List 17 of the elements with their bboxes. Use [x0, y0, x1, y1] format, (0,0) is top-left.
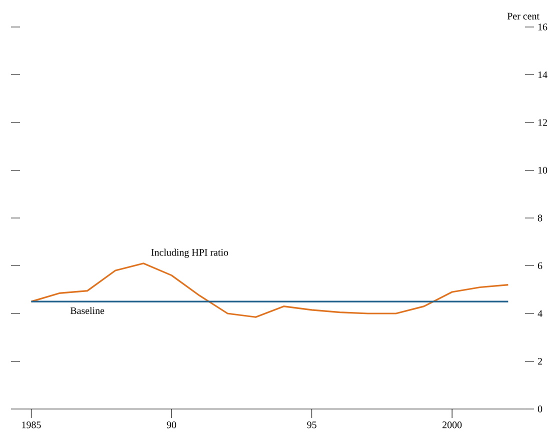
y-tick-label: 10	[538, 167, 548, 174]
y-tick-label: 6	[538, 262, 542, 270]
line-series	[30, 262, 509, 318]
series-label: Baseline	[70, 307, 104, 314]
y-tick-label: 2	[538, 358, 542, 365]
y-axis-title: Per cent	[507, 13, 540, 20]
series-label: Including HPI ratio	[151, 248, 228, 258]
x-tick-label: 2000	[442, 422, 462, 428]
y-tick-label: 16	[538, 24, 548, 31]
y-tick-label: 14	[538, 72, 548, 78]
y-tick-label: 4	[538, 310, 542, 317]
x-tick-label: 1985	[22, 422, 41, 428]
y-tick-label: 0	[538, 406, 542, 413]
y-tick-label: 12	[538, 119, 547, 126]
x-tick-label: 95	[307, 422, 316, 428]
x-tick-label: 90	[166, 422, 176, 428]
y-tick-label: 8	[538, 214, 542, 222]
